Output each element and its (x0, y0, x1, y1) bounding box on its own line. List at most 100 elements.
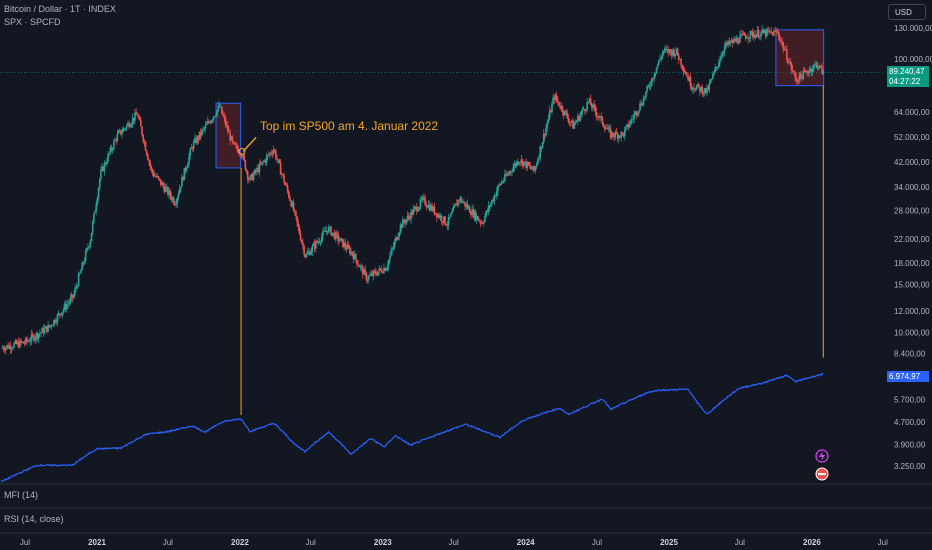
btc-candle (500, 182, 503, 185)
btc-candle (640, 103, 643, 106)
btc-candle (598, 116, 600, 118)
btc-candle (714, 67, 716, 72)
btc-candle (6, 345, 8, 348)
y-tick-label: 18.000,00 (894, 259, 930, 268)
btc-candle (43, 328, 46, 334)
btc-candle (47, 324, 49, 332)
btc-candle (337, 234, 339, 241)
btc-candle (746, 37, 748, 39)
btc-candle (318, 241, 321, 243)
btc-candle (641, 104, 644, 106)
btc-candle (147, 154, 149, 160)
btc-candle (492, 199, 495, 202)
btc-candle (815, 63, 818, 65)
highlight-box (215, 102, 242, 169)
btc-candle (771, 32, 774, 36)
y-tick-label: 4.700,00 (894, 418, 926, 427)
btc-candle (42, 328, 45, 334)
btc-candle (104, 163, 107, 165)
btc-candle (300, 240, 303, 243)
y-tick-label: 28.000,00 (894, 206, 930, 215)
btc-candle (201, 129, 203, 136)
btc-candle (463, 201, 465, 203)
btc-candle (432, 206, 435, 211)
btc-candle (723, 46, 726, 52)
x-tick-label: 2023 (374, 538, 392, 547)
btc-candle (693, 88, 695, 90)
btc-candle (642, 97, 645, 105)
btc-candle (275, 151, 277, 159)
btc-candle (438, 214, 440, 218)
btc-candle (495, 191, 498, 197)
btc-candle (10, 348, 13, 350)
btc-candle (553, 97, 556, 100)
btc-candle (82, 262, 85, 264)
btc-candle (172, 197, 175, 204)
btc-candle (168, 190, 170, 195)
btc-candle (100, 169, 102, 180)
btc-candle (60, 314, 62, 316)
btc-candle (696, 83, 699, 87)
btc-candle (407, 215, 410, 217)
btc-candle (544, 133, 546, 136)
btc-candle (648, 85, 651, 87)
btc-candle (586, 102, 588, 110)
btc-candle (515, 161, 518, 166)
btc-candle (149, 162, 152, 167)
btc-candle (548, 110, 551, 119)
x-tick-label: Jul (163, 538, 173, 547)
btc-candle (519, 162, 522, 163)
btc-countdown-tag: 04:27:22 (887, 76, 929, 87)
btc-candle (95, 204, 98, 212)
btc-candle (430, 205, 432, 211)
btc-candle (575, 120, 578, 123)
btc-candle (148, 159, 150, 163)
btc-candle (452, 207, 455, 212)
btc-candle (331, 232, 334, 236)
btc-candle (431, 205, 433, 211)
btc-candle (778, 36, 781, 41)
btc-candle (192, 141, 195, 149)
btc-candle (305, 254, 308, 257)
btc-candle (335, 232, 337, 240)
btc-candle (727, 40, 729, 45)
btc-candle (365, 272, 368, 281)
btc-candle (444, 216, 446, 225)
btc-candle (158, 178, 161, 180)
btc-candle (135, 112, 137, 115)
btc-candle (223, 115, 226, 118)
btc-candle (399, 224, 402, 233)
btc-candle (427, 204, 430, 208)
btc-candle (620, 132, 623, 138)
btc-candle (507, 173, 510, 175)
btc-candle (389, 255, 391, 260)
btc-candle (131, 117, 134, 124)
btc-candle (649, 85, 652, 87)
btc-candle (210, 120, 213, 124)
btc-candle (393, 241, 396, 247)
btc-candle (114, 139, 116, 142)
btc-candle (647, 85, 650, 87)
btc-candle (668, 49, 671, 54)
btc-candle (677, 55, 680, 60)
btc-candle (686, 74, 688, 76)
btc-candle (329, 226, 331, 228)
btc-candle (806, 70, 808, 73)
btc-candle (191, 147, 194, 149)
btc-candle (364, 269, 366, 273)
btc-candle (585, 109, 587, 112)
btc-candle (437, 214, 439, 218)
btc-candle (532, 165, 534, 170)
btc-candle (735, 38, 738, 42)
btc-candle (56, 314, 59, 323)
btc-candle (564, 110, 566, 115)
btc-candle (150, 166, 153, 170)
btc-candle (140, 119, 142, 127)
currency-button[interactable]: USD (888, 4, 926, 20)
btc-candle (502, 180, 505, 182)
btc-candle (740, 33, 742, 36)
btc-candle (410, 211, 412, 220)
btc-candle (228, 131, 230, 133)
btc-candle (354, 253, 357, 260)
